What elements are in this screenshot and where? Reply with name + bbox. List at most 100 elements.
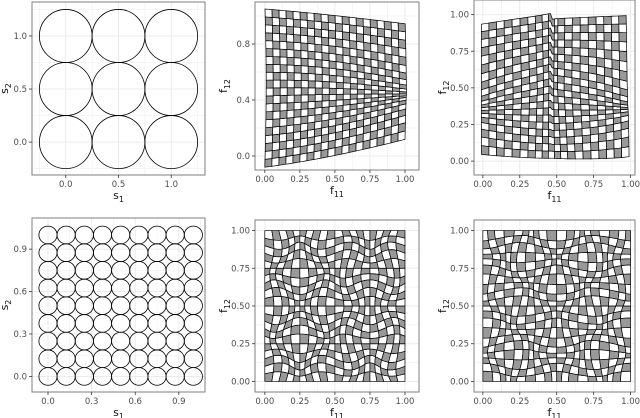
y-tick-label: 0.4 — [236, 96, 250, 106]
checker-cell — [387, 305, 397, 313]
circle-mark — [93, 314, 112, 333]
x-tick-label: 0.50 — [325, 397, 344, 407]
checker-cell — [286, 72, 295, 81]
checker-cell — [535, 142, 543, 152]
y-tick-label: 0.00 — [450, 377, 469, 387]
checker-cell — [512, 108, 522, 116]
checker-cell — [272, 239, 283, 250]
checker-cell — [335, 53, 344, 63]
checker-cell — [321, 44, 330, 54]
checker-cell — [503, 132, 513, 142]
checker-cell — [535, 121, 544, 130]
checker-cell — [272, 362, 283, 373]
checker-cell — [314, 43, 323, 53]
checker-cell — [300, 108, 309, 118]
checker-cell — [613, 138, 622, 150]
checker-cell — [279, 117, 288, 127]
checker-cell — [328, 37, 337, 47]
checker-cell — [363, 41, 372, 52]
y-tick-label: 1.00 — [231, 227, 250, 237]
checker-cell — [398, 38, 407, 50]
checker-cell — [342, 54, 351, 64]
checker-cell — [520, 108, 530, 116]
checker-cell — [596, 65, 605, 77]
checker-cell — [565, 115, 574, 124]
y-tick-label: 0.75 — [450, 264, 469, 274]
checker-cell — [391, 37, 400, 48]
checker-cell — [568, 252, 579, 262]
checker-cell — [278, 140, 287, 151]
checker-cell — [342, 69, 351, 78]
circle-mark — [111, 278, 131, 298]
circle-mark — [165, 331, 185, 351]
x-tick-label: 0.5 — [112, 180, 126, 190]
checker-cell — [384, 44, 393, 56]
checker-cell — [611, 49, 620, 61]
y-tick-label: 0.0 — [13, 372, 27, 382]
checker-cell — [272, 71, 281, 81]
checker-cell — [322, 273, 331, 281]
checker-cell — [272, 56, 281, 65]
checker-cell — [392, 324, 401, 335]
checker-cell — [321, 106, 330, 115]
checker-cell — [595, 315, 604, 325]
checker-cell — [314, 73, 323, 82]
checker-cell — [272, 95, 281, 104]
checker-cell — [314, 87, 323, 96]
checker-cell — [360, 273, 371, 282]
checker-cell — [328, 99, 337, 108]
checker-cell — [384, 93, 393, 98]
checker-cell — [306, 19, 315, 30]
checker-cell — [328, 52, 337, 63]
checker-cell — [293, 131, 302, 141]
checker-cell — [397, 22, 406, 33]
checker-cell — [527, 134, 537, 144]
checker-cell — [564, 109, 574, 117]
checker-cell — [286, 109, 295, 119]
checker-cell — [299, 276, 310, 288]
circle-mark — [129, 331, 149, 351]
x-axis-label: s1 — [113, 189, 124, 204]
checker-cell — [264, 150, 273, 160]
checker-cell — [543, 253, 553, 261]
checker-cell — [279, 125, 288, 135]
circle-mark — [56, 278, 76, 298]
checker-cell — [272, 102, 281, 112]
checker-cell — [558, 122, 567, 131]
checker-cell — [396, 230, 406, 239]
checker-cell — [590, 133, 599, 143]
checker-cell — [552, 60, 559, 69]
checker-cell — [377, 43, 386, 55]
checker-cell — [542, 114, 550, 123]
checker-cell — [541, 143, 549, 152]
checker-cell — [534, 150, 543, 159]
checker-cell — [390, 21, 399, 32]
checker-cell — [363, 49, 372, 60]
checker-cell — [481, 109, 490, 115]
checker-cell — [290, 333, 301, 345]
checker-cell — [272, 48, 281, 58]
checker-cell — [356, 93, 365, 100]
y-tick-label: 0.0 — [236, 152, 250, 162]
circle-mark — [183, 278, 203, 298]
checker-cell — [525, 328, 536, 336]
checker-cell — [482, 253, 494, 260]
checker-cell — [504, 109, 514, 116]
checker-cell — [293, 26, 301, 36]
checker-cell — [513, 287, 524, 297]
x-axis-label: f11 — [330, 184, 344, 199]
circle-mark — [144, 9, 199, 63]
checker-cell — [362, 348, 371, 358]
y-tick-label: 0.00 — [231, 377, 250, 387]
checker-cell — [595, 16, 605, 25]
checker-cell — [538, 283, 548, 294]
checker-cell — [590, 149, 600, 160]
y-tick-label: 0.6 — [13, 288, 27, 298]
checker-cell — [588, 48, 597, 58]
y-tick-label: 0.25 — [450, 340, 469, 350]
checker-cell — [317, 248, 327, 258]
checker-cell — [300, 115, 309, 125]
checker-cell — [278, 17, 287, 27]
checker-cell — [554, 150, 562, 159]
checker-cell — [524, 251, 536, 263]
